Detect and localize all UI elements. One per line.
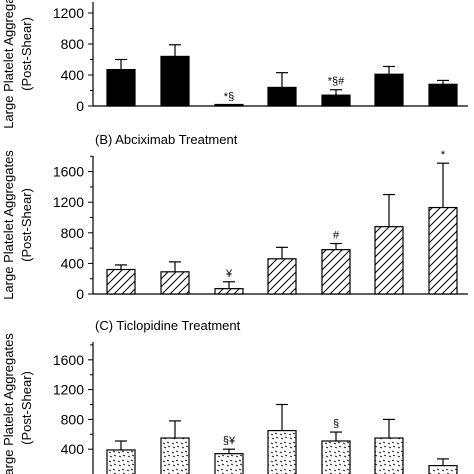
panel-b-bar <box>428 206 458 295</box>
panel-a-bar <box>160 55 190 107</box>
panel-c-ytick-label: 1600 <box>53 352 84 368</box>
panel-c-ytick-label: 800 <box>61 411 85 427</box>
panel-b-ytick-label: 0 <box>76 286 84 302</box>
panel-a-ylabel-line2: (Post-Shear) <box>19 17 34 91</box>
panel-c-bar <box>106 449 136 474</box>
panel-a-bar <box>267 86 297 107</box>
panel-b: (B) Abciximab Treatment Large Platelet A… <box>1 132 468 302</box>
panel-c-annotation: § <box>333 418 339 430</box>
panel-c-ytick-label: 1200 <box>53 382 84 398</box>
panel-b-ylabel-line1: Large Platelet Aggregates <box>1 150 16 300</box>
panel-a: Large Platelet Aggregates (Post-Shear) 0… <box>1 0 468 129</box>
panel-c-ytick-label: 400 <box>61 441 85 457</box>
panel-b-ytick-label: 1600 <box>53 164 84 180</box>
panel-c-bar <box>160 437 190 474</box>
panel-a-bar <box>106 68 136 107</box>
panel-b-bar <box>267 258 297 295</box>
panel-b-annotation: * <box>441 149 446 161</box>
panel-c-title: (C) Ticlopidine Treatment <box>95 318 241 333</box>
panel-a-ylabel-line1: Large Platelet Aggregates <box>1 0 16 129</box>
panel-c: (C) Ticlopidine Treatment Large Platelet… <box>1 318 458 474</box>
panel-a-bar <box>374 73 404 107</box>
panel-b-annotation: # <box>333 230 340 242</box>
panel-c-bar <box>267 429 297 474</box>
panel-a-ytick-label: 0 <box>76 98 84 114</box>
panel-a-ytick-label: 400 <box>61 67 85 83</box>
panel-b-bar <box>374 226 404 295</box>
panel-a-bar <box>428 83 458 107</box>
panel-b-title: (B) Abciximab Treatment <box>95 132 238 147</box>
panel-c-bar <box>374 437 404 474</box>
panel-c-ylabel-line2: (Post-Shear) <box>19 371 34 445</box>
panel-b-bar <box>160 271 190 295</box>
panel-a-bar <box>214 103 244 107</box>
panel-a-annotation: *§# <box>328 76 345 88</box>
panel-b-ytick-label: 800 <box>61 225 85 241</box>
panel-b-bar <box>214 288 244 295</box>
panel-a-annotation: *§ <box>224 91 234 103</box>
panel-c-annotation: §¥ <box>223 435 236 447</box>
panel-c-bar <box>321 440 351 474</box>
panel-a-bar <box>321 94 351 107</box>
panel-b-annotation: ¥ <box>225 268 233 280</box>
panel-b-ylabel-line2: (Post-Shear) <box>19 188 34 262</box>
panel-c-bar <box>214 453 244 474</box>
panel-a-ytick-label: 1200 <box>53 5 84 21</box>
panel-b-bar <box>106 268 136 295</box>
panel-c-ylabel-line1: Large Platelet Aggregates <box>1 333 16 474</box>
panel-a-ytick-label: 800 <box>61 36 85 52</box>
panel-b-ytick-label: 400 <box>61 255 85 271</box>
panel-c-bar <box>428 464 458 474</box>
panel-b-ytick-label: 1200 <box>53 194 84 210</box>
panel-b-bar <box>321 249 351 295</box>
